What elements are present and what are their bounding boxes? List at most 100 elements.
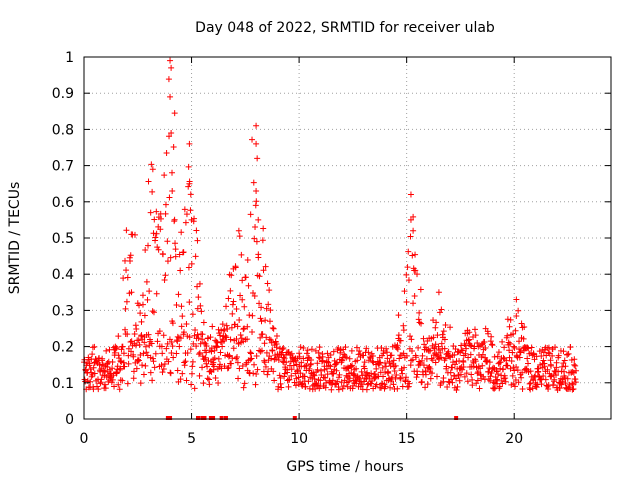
- data-point: [252, 381, 259, 388]
- data-point: [253, 370, 260, 377]
- y-tick-label: 0.8: [52, 122, 74, 138]
- data-point: [176, 343, 183, 350]
- data-point: [261, 359, 268, 366]
- data-point-zero: [165, 416, 170, 420]
- data-point: [292, 382, 299, 389]
- data-point: [234, 323, 241, 330]
- data-point: [133, 325, 140, 332]
- data-point: [251, 361, 258, 368]
- data-point: [481, 339, 488, 346]
- data-point: [317, 377, 324, 384]
- data-point: [237, 331, 244, 338]
- data-point: [499, 380, 506, 387]
- data-point: [170, 144, 177, 151]
- data-point: [472, 332, 479, 339]
- data-point: [347, 363, 354, 370]
- data-point: [400, 350, 407, 357]
- data-point: [531, 373, 538, 380]
- data-point: [395, 312, 402, 319]
- data-point: [302, 383, 309, 390]
- data-point: [194, 305, 201, 312]
- data-point: [401, 364, 408, 371]
- data-point: [442, 355, 449, 362]
- data-point: [323, 365, 330, 372]
- data-point: [458, 347, 465, 354]
- data-point: [164, 258, 171, 265]
- data-point: [139, 362, 146, 369]
- data-point: [194, 283, 201, 290]
- data-point: [491, 385, 498, 392]
- data-point: [474, 377, 481, 384]
- data-point: [169, 320, 176, 327]
- data-point: [560, 348, 567, 355]
- data-point: [181, 362, 188, 369]
- data-point: [491, 353, 498, 360]
- data-point: [230, 345, 237, 352]
- data-point: [217, 332, 224, 339]
- data-point: [379, 364, 386, 371]
- data-point: [230, 298, 237, 305]
- data-point: [396, 355, 403, 362]
- data-point: [225, 364, 232, 371]
- data-point: [343, 354, 350, 361]
- data-point: [258, 318, 265, 325]
- data-point: [520, 335, 527, 342]
- data-point: [536, 376, 543, 383]
- data-point: [390, 357, 397, 364]
- data-point: [354, 344, 361, 351]
- data-point: [138, 332, 145, 339]
- data-point: [120, 350, 127, 357]
- data-point: [507, 316, 514, 323]
- data-point: [506, 347, 513, 354]
- x-tick-label: 10: [290, 431, 308, 447]
- data-point: [233, 306, 240, 313]
- data-point: [152, 350, 159, 357]
- data-point: [453, 386, 460, 393]
- data-point: [329, 377, 336, 384]
- data-point: [515, 379, 522, 386]
- data-point: [521, 324, 528, 331]
- data-point: [569, 368, 576, 375]
- data-point: [468, 342, 475, 349]
- data-point: [571, 356, 578, 363]
- data-point: [415, 316, 422, 323]
- chart-title: Day 048 of 2022, SRMTID for receiver ula…: [195, 20, 495, 36]
- data-point: [188, 370, 195, 377]
- data-point: [123, 227, 130, 234]
- data-point: [533, 384, 540, 391]
- data-point: [275, 356, 282, 363]
- data-point: [245, 282, 252, 289]
- data-point: [210, 359, 217, 366]
- data-point: [449, 379, 456, 386]
- data-point: [412, 267, 419, 274]
- data-point: [389, 374, 396, 381]
- data-point: [339, 385, 346, 392]
- data-point: [128, 289, 135, 296]
- data-point: [203, 349, 210, 356]
- data-point: [183, 377, 190, 384]
- data-point: [175, 291, 182, 298]
- data-point: [308, 346, 315, 353]
- data-point: [149, 308, 156, 315]
- data-point: [378, 384, 385, 391]
- data-point: [333, 367, 340, 374]
- data-point: [504, 316, 511, 323]
- data-point: [195, 351, 202, 358]
- data-point: [437, 349, 444, 356]
- data-point: [500, 354, 507, 361]
- data-point: [137, 310, 144, 317]
- data-point: [485, 330, 492, 337]
- data-point-peak: [254, 155, 261, 162]
- data-point: [310, 371, 317, 378]
- data-point: [376, 360, 383, 367]
- data-point: [228, 324, 235, 331]
- data-point: [156, 328, 163, 335]
- data-point: [465, 354, 472, 361]
- data-point: [482, 345, 489, 352]
- data-point: [262, 263, 269, 270]
- data-point: [273, 340, 280, 347]
- data-point: [185, 183, 192, 190]
- data-point: [296, 350, 303, 357]
- data-point-peak: [255, 216, 262, 223]
